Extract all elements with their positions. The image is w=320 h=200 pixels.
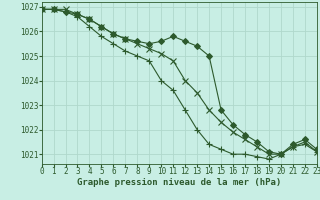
X-axis label: Graphe pression niveau de la mer (hPa): Graphe pression niveau de la mer (hPa) xyxy=(77,178,281,187)
